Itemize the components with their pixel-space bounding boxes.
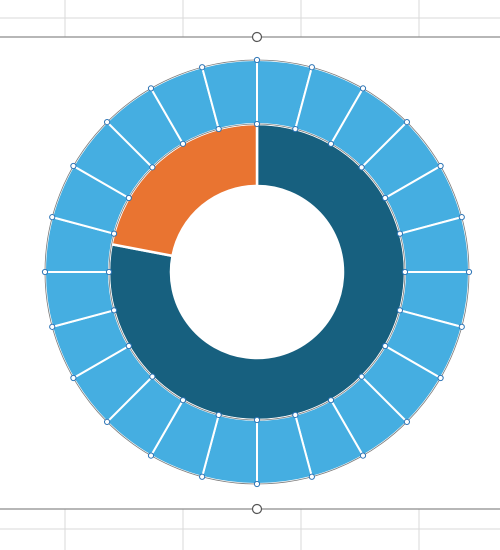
selection-point — [292, 125, 299, 133]
selection-point — [253, 56, 261, 64]
selection-point — [70, 374, 77, 382]
resize-handle-top[interactable] — [251, 31, 263, 43]
selection-point — [149, 373, 156, 380]
selection-point — [382, 342, 389, 350]
selection-point — [110, 230, 118, 237]
selection-point — [359, 452, 367, 459]
selection-point — [103, 118, 111, 126]
outer-ring — [43, 58, 471, 486]
selection-point — [458, 214, 465, 221]
selection-point — [49, 214, 56, 221]
selection-point — [199, 473, 206, 480]
selection-point — [215, 411, 222, 419]
selection-point — [437, 374, 444, 382]
selection-point — [396, 230, 404, 237]
selection-point — [292, 411, 299, 419]
selection-point — [437, 162, 444, 170]
selection-point — [253, 120, 261, 128]
selection-point — [110, 307, 118, 314]
selection-point — [403, 418, 411, 426]
selection-point — [70, 162, 77, 170]
selection-point — [105, 268, 113, 276]
resize-handle-bottom[interactable] — [251, 503, 263, 515]
selection-point — [149, 164, 156, 171]
selection-point — [253, 480, 261, 488]
selection-point — [465, 268, 473, 276]
selection-point — [458, 323, 465, 330]
selection-point — [179, 397, 187, 404]
selection-point — [179, 140, 187, 147]
selection-point — [308, 473, 315, 480]
selection-point — [147, 452, 155, 459]
selection-point — [41, 268, 49, 276]
selection-point — [49, 323, 56, 330]
selection-point — [215, 125, 222, 133]
selection-point — [327, 140, 335, 147]
selection-point — [401, 268, 409, 276]
selection-point — [125, 342, 132, 350]
selection-point — [125, 194, 132, 202]
selection-point — [147, 85, 155, 92]
selection-point — [359, 85, 367, 92]
selection-point — [358, 164, 365, 171]
selection-point — [327, 397, 335, 404]
selection-point — [308, 64, 315, 71]
selection-point — [396, 307, 404, 314]
selection-points — [41, 56, 473, 488]
selection-point — [382, 194, 389, 202]
selection-point — [403, 118, 411, 126]
selection-point — [253, 416, 261, 424]
selection-point — [199, 64, 206, 71]
selection-point — [358, 373, 365, 380]
selection-point — [103, 418, 111, 426]
